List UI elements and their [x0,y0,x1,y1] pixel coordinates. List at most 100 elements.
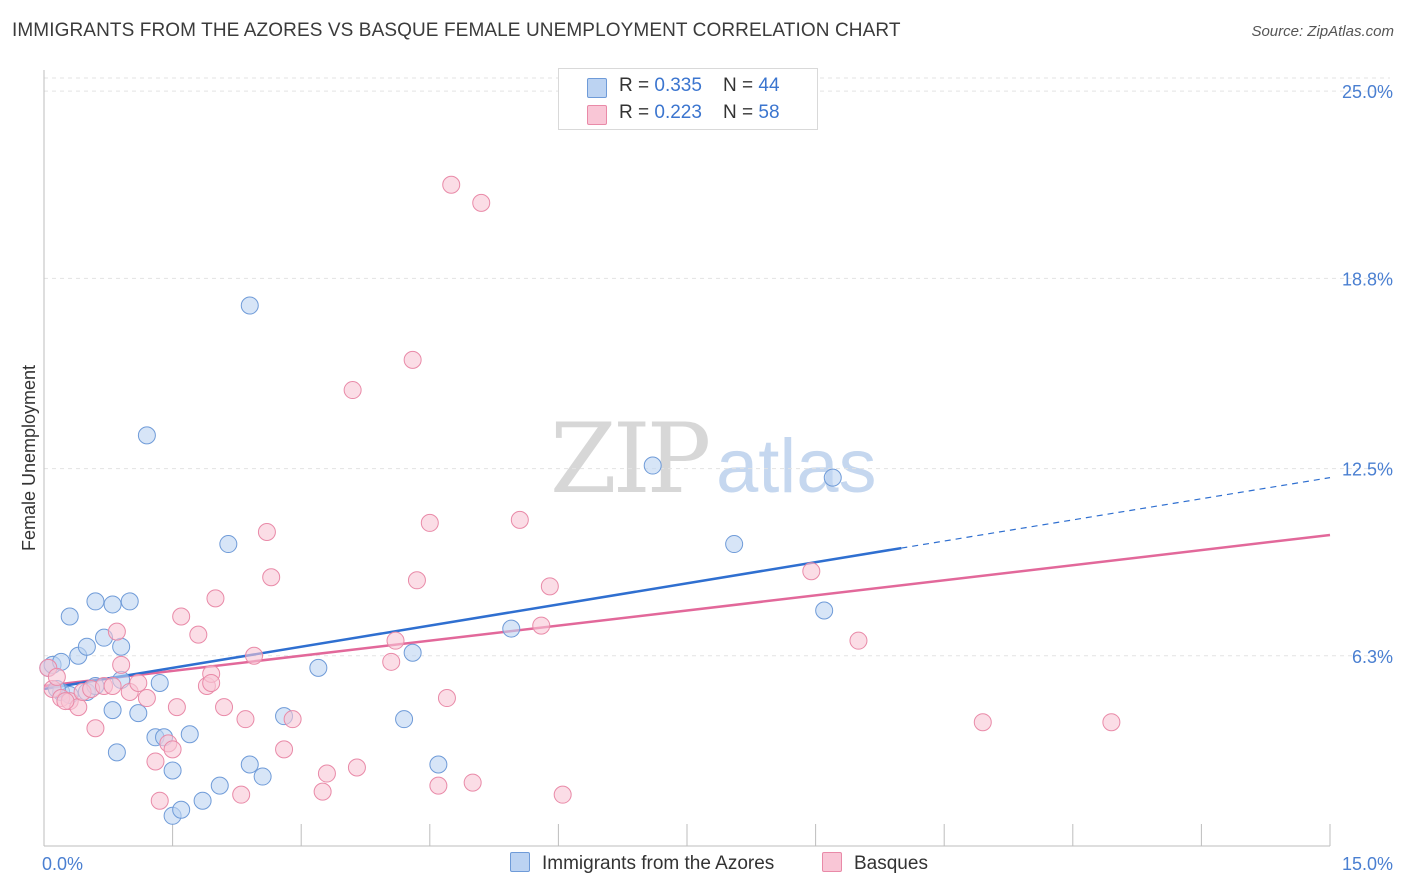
point-basques [129,673,148,692]
point-azores [219,535,238,554]
point-azores [429,755,448,774]
point-azores [240,755,259,774]
axes [43,70,1331,847]
point-basques [386,631,405,650]
series-legend-azores: Immigrants from the Azores [510,852,774,875]
point-azores [86,592,105,611]
point-azores [150,673,169,692]
point-basques [382,652,401,671]
y-tick-label: 6.3% [1352,647,1393,667]
trend-line-azores [43,546,902,691]
legend-n-label: N = [723,75,759,96]
point-basques [215,698,234,717]
point-azores [309,658,328,677]
point-azores [253,767,272,786]
point-basques [403,350,422,369]
gridlines [44,77,1390,657]
y-tick-label: 25.0% [1342,82,1393,102]
point-basques [1102,713,1121,732]
point-basques [47,667,66,686]
legend-n-value: 58 [758,102,780,123]
point-azores [823,468,842,487]
point-basques [167,698,186,717]
point-azores [193,791,212,810]
trend-line-azores-extension [901,477,1331,549]
point-azores [815,601,834,620]
point-azores [403,643,422,662]
point-basques [347,758,366,777]
point-basques [510,510,529,529]
point-basques [317,764,336,783]
point-azores [180,725,199,744]
point-basques [236,710,255,729]
point-azores [240,296,259,315]
point-basques [163,740,182,759]
source-note: Source: ZipAtlas.com [1251,23,1394,40]
point-azores [120,592,139,611]
series-swatch-blue [510,852,530,872]
series-swatch-pink [822,852,842,872]
point-azores [163,761,182,780]
watermark-zip: ZIP [550,403,709,515]
legend-swatch-pink [587,105,607,125]
point-basques [112,655,131,674]
point-basques [275,740,294,759]
series-name-basques: Basques [854,853,928,874]
point-basques [189,625,208,644]
series-name-azores: Immigrants from the Azores [542,853,775,874]
point-basques [245,646,264,665]
legend-r-value: 0.223 [654,102,702,123]
point-basques [172,607,191,626]
point-basques [202,673,221,692]
point-azores [60,607,79,626]
point-basques [442,175,461,194]
y-tick-labels: 6.3% 12.5% 18.8% 25.0% [1342,82,1393,667]
point-basques [232,785,251,804]
legend-n-label: N = [723,102,759,123]
point-azores [129,704,148,723]
y-tick-label: 18.8% [1342,269,1393,289]
trend-line-basques [43,533,1331,688]
legend-n-value: 44 [758,75,780,96]
point-basques [86,719,105,738]
scatter-points [39,175,1121,825]
watermark-atlas: atlas [716,424,877,509]
point-basques [103,676,122,695]
point-basques [802,562,821,581]
series-legend-basques: Basques [822,852,928,875]
point-basques [262,568,281,587]
point-basques [407,571,426,590]
point-azores [77,637,96,656]
x-tick-label-max: 15.0% [1342,854,1393,874]
point-basques [420,513,439,532]
legend-swatch-blue [587,78,607,98]
y-axis-label: Female Unemployment [19,365,39,551]
point-basques [257,522,276,541]
point-azores [137,426,156,445]
y-tick-label: 12.5% [1342,460,1393,480]
point-basques [56,692,75,711]
point-basques [463,773,482,792]
legend-r-label: R = [619,102,655,123]
point-basques [343,381,362,400]
point-basques [553,785,572,804]
point-azores [103,701,122,720]
point-basques [206,589,225,608]
point-azores [107,743,126,762]
x-tick-label-min: 0.0% [42,854,83,874]
legend-r-value: 0.335 [654,75,702,96]
point-azores [643,456,662,475]
point-basques [146,752,165,771]
correlation-legend: R = 0.335 N = 44 R = 0.223 N = 58 [558,68,818,130]
point-azores [210,776,229,795]
point-azores [725,535,744,554]
point-basques [283,710,302,729]
point-basques [849,631,868,650]
point-basques [472,193,491,212]
point-basques [313,782,332,801]
point-basques [137,689,156,708]
point-basques [107,622,126,641]
point-azores [103,595,122,614]
point-azores [172,800,191,819]
